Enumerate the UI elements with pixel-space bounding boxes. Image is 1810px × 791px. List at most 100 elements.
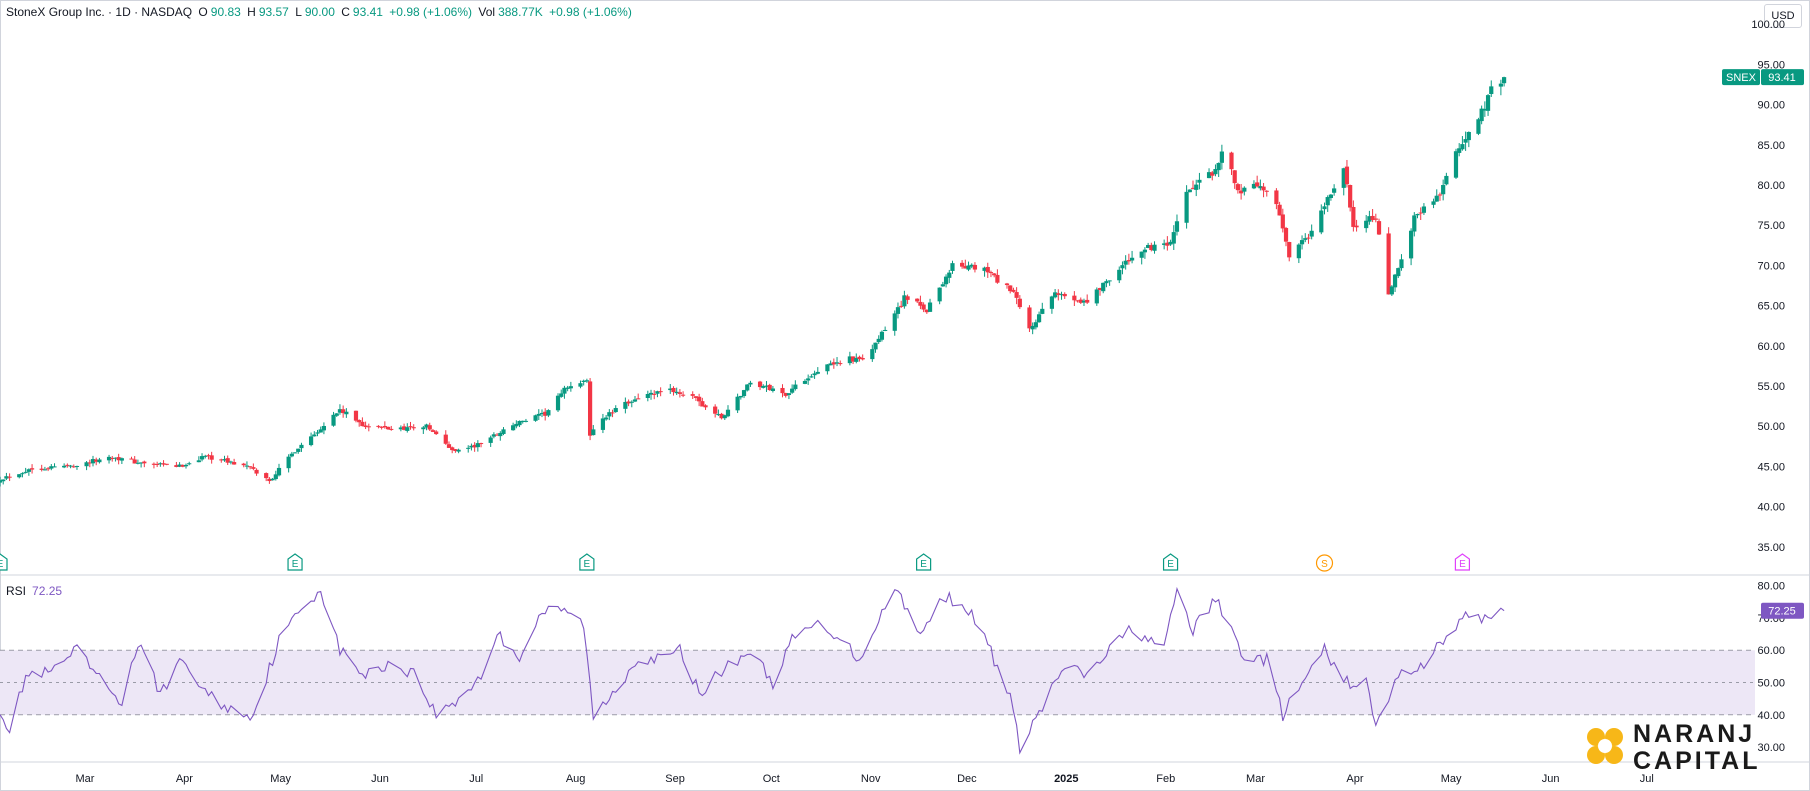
candle-body bbox=[289, 453, 294, 457]
open-label: O bbox=[198, 5, 208, 19]
candle bbox=[770, 385, 775, 393]
candle-body bbox=[17, 474, 22, 478]
candle bbox=[719, 412, 724, 420]
candle-body bbox=[587, 381, 593, 436]
candle bbox=[677, 389, 682, 398]
candle bbox=[1341, 167, 1346, 196]
candle-body bbox=[645, 393, 650, 398]
candle-body bbox=[1229, 152, 1234, 170]
symbol-name[interactable]: StoneX Group Inc. · 1D · NASDAQ bbox=[6, 5, 193, 19]
candle bbox=[815, 367, 820, 375]
candle-body bbox=[139, 462, 144, 464]
candle-body bbox=[1056, 293, 1061, 295]
candle-body bbox=[1059, 294, 1064, 296]
candle bbox=[895, 302, 901, 319]
candle-body bbox=[1460, 144, 1465, 150]
candle bbox=[187, 461, 192, 466]
candle-body bbox=[1104, 281, 1109, 284]
candle bbox=[90, 455, 96, 467]
earnings-icon: E bbox=[579, 553, 595, 571]
candle bbox=[1296, 243, 1301, 264]
candle bbox=[713, 404, 718, 418]
event-marker-glyph: E bbox=[292, 559, 299, 570]
candle-body bbox=[985, 266, 990, 273]
event-marker-glyph: E bbox=[1459, 559, 1466, 570]
candle bbox=[62, 463, 67, 469]
candle bbox=[1309, 224, 1314, 240]
candle bbox=[1049, 295, 1055, 314]
candle bbox=[828, 360, 833, 366]
candle-body bbox=[969, 264, 974, 267]
price-axis-label: 95.00 bbox=[1757, 59, 1785, 71]
candle-body bbox=[1072, 295, 1077, 301]
candle bbox=[42, 466, 47, 471]
currency-button[interactable]: USD bbox=[1764, 4, 1802, 28]
candle-body bbox=[879, 331, 885, 340]
candle-body bbox=[1303, 238, 1308, 240]
candle-body bbox=[389, 428, 394, 430]
candle bbox=[947, 269, 952, 284]
rsi-axis-label: 50.00 bbox=[1757, 678, 1785, 690]
candle bbox=[446, 441, 452, 448]
logo-mark-icon bbox=[1587, 728, 1623, 764]
candle-body bbox=[74, 465, 80, 467]
candle bbox=[1184, 185, 1189, 229]
price-axis-label: 60.00 bbox=[1757, 341, 1785, 353]
candle-body bbox=[613, 408, 618, 413]
candle-body bbox=[315, 432, 320, 434]
candle-body bbox=[680, 394, 686, 396]
candle bbox=[196, 456, 201, 463]
time-axis-label: Jul bbox=[469, 773, 483, 785]
candle bbox=[1210, 170, 1215, 181]
earnings-icon: E bbox=[0, 553, 8, 571]
candle bbox=[1081, 298, 1087, 306]
candle-body bbox=[1081, 300, 1087, 303]
price-axis-label: 75.00 bbox=[1757, 220, 1785, 232]
candle bbox=[1229, 151, 1234, 176]
candle bbox=[1351, 200, 1356, 232]
candle-body bbox=[883, 329, 888, 331]
candle bbox=[636, 393, 641, 400]
rsi-axis-label: 40.00 bbox=[1757, 710, 1785, 722]
candle-body bbox=[1235, 184, 1241, 191]
candle bbox=[562, 385, 567, 399]
candle bbox=[937, 287, 942, 305]
candle bbox=[1441, 179, 1446, 201]
candle-body bbox=[296, 448, 301, 452]
candle-body bbox=[850, 356, 856, 362]
candle-body bbox=[1264, 190, 1269, 192]
candle bbox=[232, 458, 237, 465]
candle-body bbox=[1498, 83, 1503, 87]
candle bbox=[1120, 261, 1125, 275]
event-marker-glyph: E bbox=[0, 559, 4, 570]
candle bbox=[738, 395, 743, 400]
candle bbox=[1197, 172, 1202, 190]
candle bbox=[1232, 170, 1237, 189]
candle-body bbox=[632, 399, 638, 402]
price-axis-label: 70.00 bbox=[1757, 260, 1785, 272]
candle bbox=[786, 393, 792, 400]
candle-body bbox=[623, 401, 628, 409]
candle-body bbox=[725, 409, 731, 417]
candle-body bbox=[42, 469, 47, 471]
candle bbox=[1418, 207, 1423, 220]
candle-body bbox=[1027, 307, 1032, 329]
candle bbox=[1152, 241, 1157, 254]
candle-body bbox=[693, 396, 699, 398]
candle bbox=[1431, 198, 1436, 209]
candle bbox=[289, 451, 294, 458]
candle-body bbox=[174, 465, 179, 467]
candle bbox=[129, 456, 134, 460]
candle-body bbox=[1389, 286, 1394, 295]
candle-body bbox=[876, 338, 881, 343]
candle-body bbox=[0, 480, 3, 483]
candle bbox=[1251, 180, 1257, 190]
candle bbox=[1168, 239, 1173, 246]
candle-body bbox=[947, 272, 952, 278]
candle-body bbox=[1283, 227, 1289, 242]
event-marker-shape bbox=[579, 553, 595, 571]
event-marker-glyph: E bbox=[584, 559, 591, 570]
candle bbox=[94, 457, 99, 466]
candle bbox=[988, 270, 994, 278]
